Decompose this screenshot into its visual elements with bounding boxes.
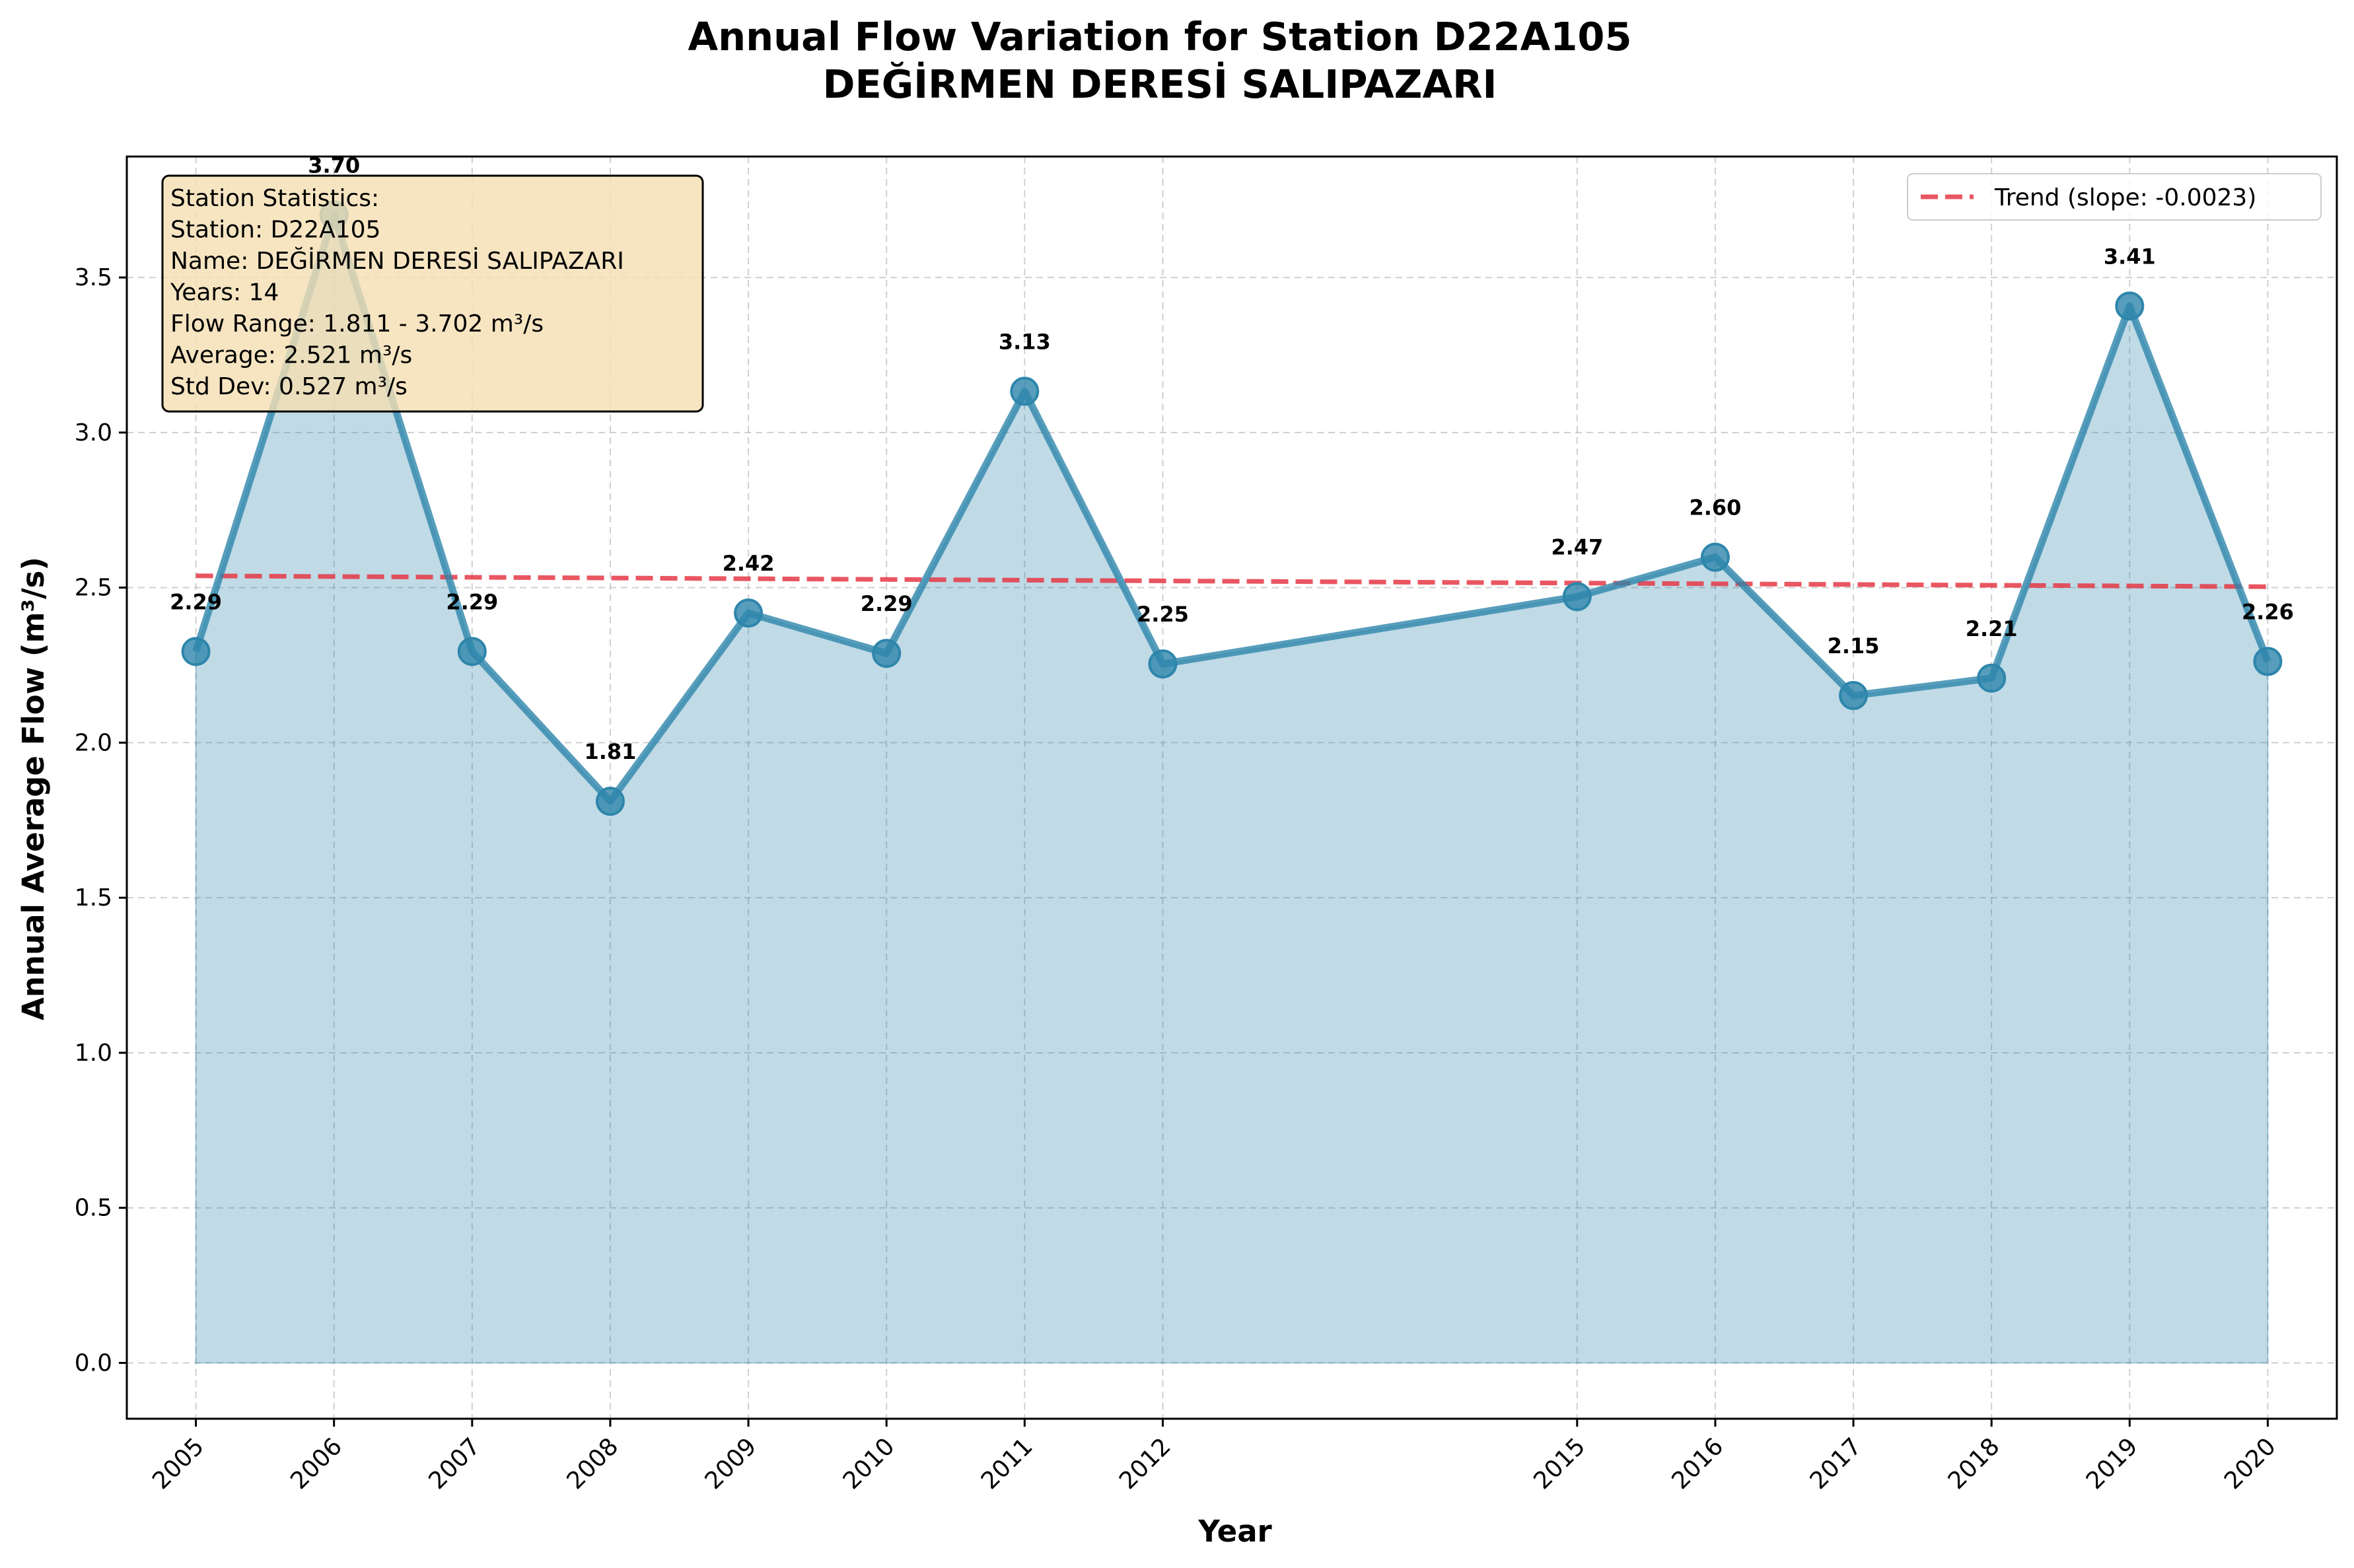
stats-box: Station Statistics: Station: D22A105 Name:… bbox=[161, 174, 704, 413]
x-tick-label: 2015 bbox=[1528, 1433, 1590, 1495]
x-tick-label: 2020 bbox=[2219, 1433, 2281, 1495]
x-tick-label: 2009 bbox=[700, 1433, 762, 1495]
stats-line: Std Dev: 0.527 m³/s bbox=[170, 373, 408, 400]
x-tick-label: 2016 bbox=[1667, 1433, 1729, 1495]
data-point-2018 bbox=[1977, 663, 2007, 693]
stats-box-background bbox=[161, 174, 704, 413]
data-label-2010: 2.29 bbox=[861, 591, 913, 616]
data-point-2009 bbox=[734, 598, 764, 628]
data-label-2016: 2.60 bbox=[1689, 495, 1741, 520]
data-label-2018: 2.21 bbox=[1966, 616, 2018, 641]
data-label-2012: 2.25 bbox=[1137, 602, 1189, 627]
y-tick-label: 0.5 bbox=[75, 1195, 112, 1222]
x-tick-label: 2018 bbox=[1943, 1433, 2005, 1495]
stats-line: Years: 14 bbox=[170, 279, 279, 306]
data-point-2005 bbox=[181, 637, 211, 666]
data-label-2009: 2.42 bbox=[723, 551, 775, 576]
data-point-2010 bbox=[872, 639, 902, 668]
x-tick-label: 2007 bbox=[423, 1433, 485, 1495]
x-tick-label: 2008 bbox=[562, 1433, 624, 1495]
data-label-2011: 3.13 bbox=[999, 329, 1051, 354]
stats-line: Station Statistics: bbox=[170, 185, 379, 212]
data-point-2019 bbox=[2115, 291, 2145, 321]
data-point-2015 bbox=[1562, 582, 1592, 612]
y-tick-label: 3.0 bbox=[75, 419, 112, 446]
x-tick-label: 2005 bbox=[147, 1433, 209, 1495]
data-point-2017 bbox=[1839, 681, 1869, 711]
legend: Trend (slope: -0.0023) bbox=[1907, 173, 2322, 221]
chart-title-line1: Annual Flow Variation for Station D22A10… bbox=[688, 14, 1632, 59]
stats-line: Flow Range: 1.811 - 3.702 m³/s bbox=[170, 310, 544, 338]
y-axis-label: Annual Average Flow (m³/s) bbox=[16, 557, 51, 1020]
data-label-2007: 2.29 bbox=[446, 589, 498, 614]
x-tick-label: 2012 bbox=[1114, 1433, 1176, 1495]
data-label-2008: 1.81 bbox=[584, 739, 636, 764]
plot-frame bbox=[125, 155, 2338, 1420]
y-tick-label: 1.0 bbox=[75, 1040, 112, 1067]
data-label-2017: 2.15 bbox=[1828, 633, 1880, 659]
y-tick-label: 1.5 bbox=[75, 884, 112, 911]
data-label-2005: 2.29 bbox=[170, 589, 222, 614]
y-tick-label: 0.0 bbox=[75, 1349, 112, 1376]
data-label-2015: 2.47 bbox=[1551, 534, 1603, 559]
data-label-2020: 2.26 bbox=[2242, 599, 2294, 624]
x-tick-label: 2006 bbox=[285, 1433, 347, 1495]
data-point-2008 bbox=[595, 787, 625, 816]
legend-trend-label: Trend (slope: -0.0023) bbox=[1994, 184, 2256, 211]
y-tick-label: 3.5 bbox=[75, 264, 112, 291]
flow-series-line bbox=[192, 211, 2271, 805]
stats-line: Station: D22A105 bbox=[170, 217, 380, 244]
data-point-2016 bbox=[1700, 542, 1730, 572]
y-tick-label: 2.0 bbox=[75, 729, 112, 756]
data-point-2012 bbox=[1148, 649, 1178, 679]
x-tick-label: 2019 bbox=[2081, 1433, 2143, 1495]
stats-line: Average: 2.521 m³/s bbox=[170, 342, 412, 369]
data-point-2020 bbox=[2253, 647, 2283, 676]
y-tick-label: 2.5 bbox=[75, 575, 112, 602]
x-tick-label: 2011 bbox=[976, 1433, 1038, 1495]
chart-title-line2: DEĞİRMEN DERESİ SALIPAZARI bbox=[822, 61, 1497, 107]
data-label-2019: 3.41 bbox=[2104, 244, 2156, 269]
x-tick-label: 2017 bbox=[1805, 1433, 1867, 1495]
trend-line bbox=[196, 573, 2268, 589]
data-point-2007 bbox=[457, 637, 487, 666]
stats-line: Name: DEĞİRMEN DERESİ SALIPAZARI bbox=[170, 247, 624, 275]
data-point-2011 bbox=[1010, 376, 1040, 406]
x-tick-label: 2010 bbox=[838, 1433, 900, 1495]
legend-box bbox=[1907, 173, 2322, 221]
x-axis-label: Year bbox=[1197, 1514, 1272, 1549]
